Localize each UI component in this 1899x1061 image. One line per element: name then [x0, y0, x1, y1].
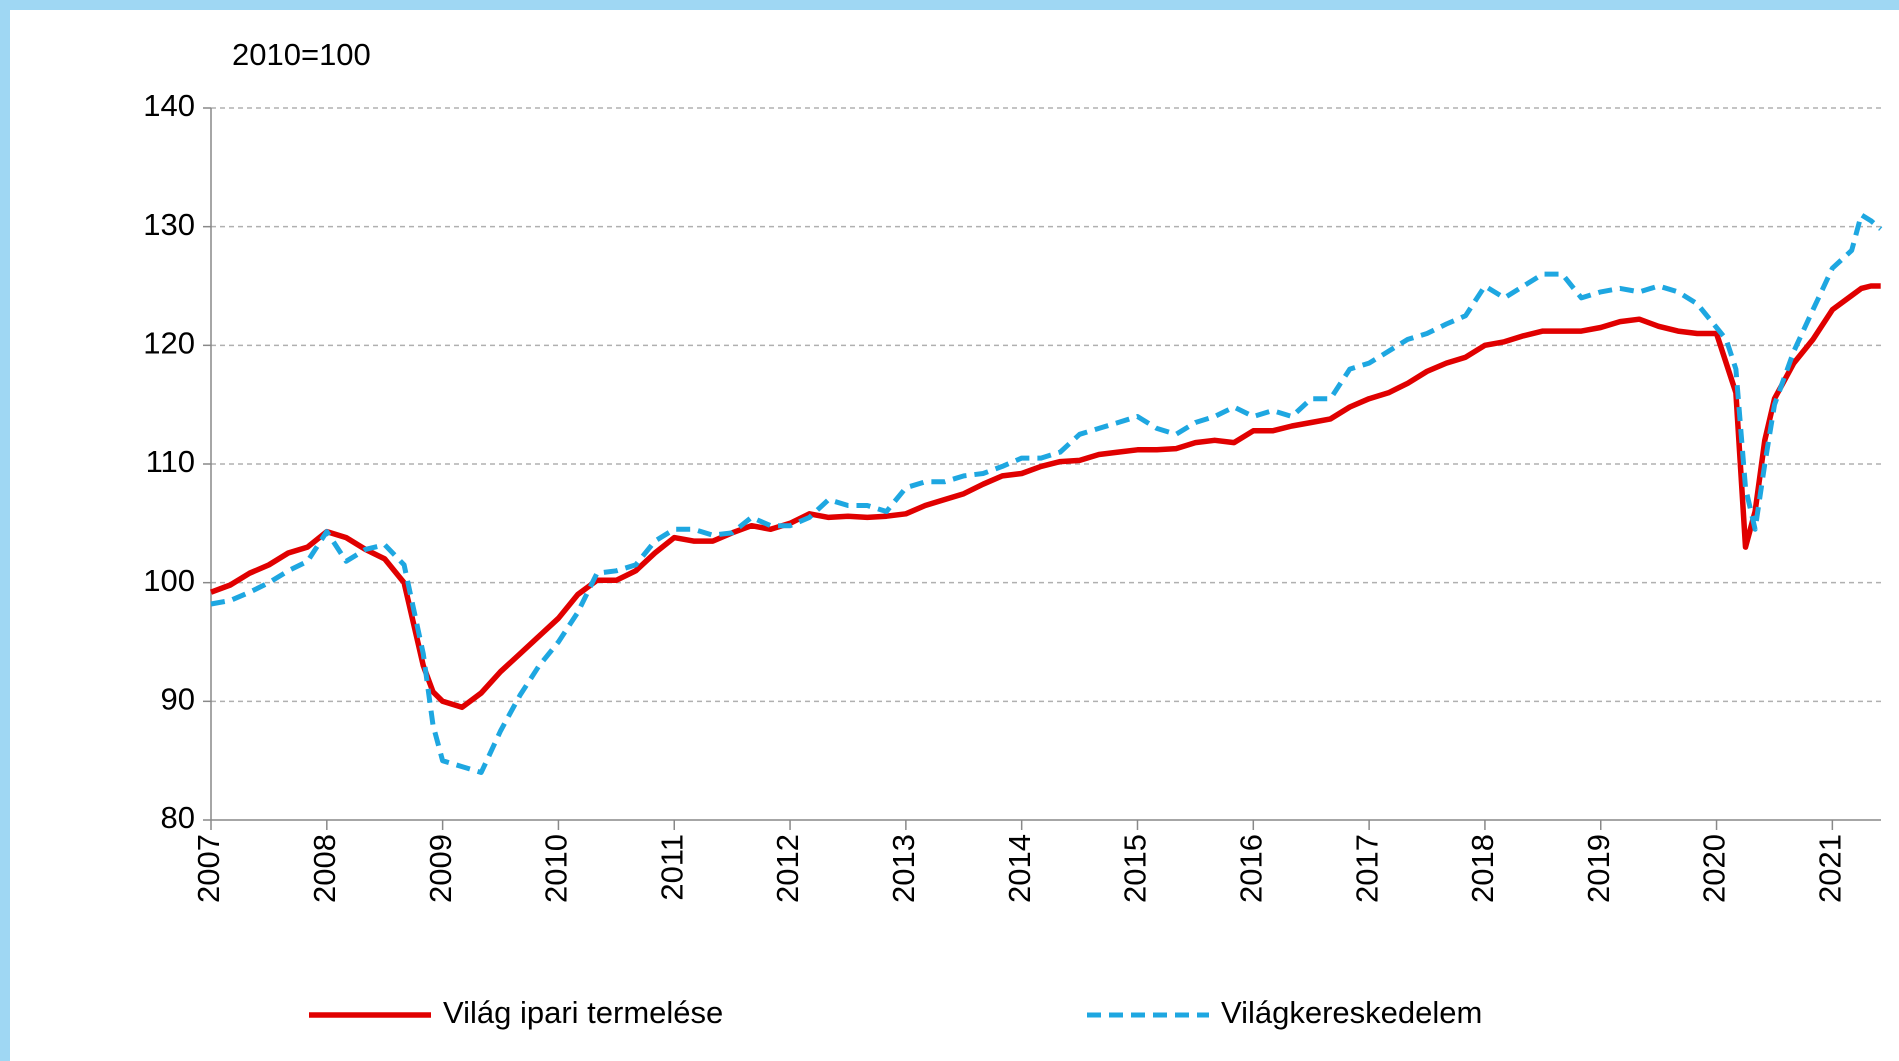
x-tick-label: 2018 [1465, 834, 1500, 903]
y-tick-label: 130 [143, 207, 195, 242]
y-axis-label: 2010=100 [232, 37, 371, 72]
x-tick-label: 2008 [307, 834, 342, 903]
x-tick-label: 2021 [1813, 834, 1848, 903]
x-tick-label: 2016 [1233, 834, 1268, 903]
x-tick-label: 2012 [770, 834, 805, 903]
legend-label: Világkereskedelem [1221, 995, 1482, 1030]
x-tick-label: 2019 [1581, 834, 1616, 903]
x-tick-label: 2011 [654, 834, 689, 901]
y-tick-label: 120 [143, 326, 195, 361]
y-tick-label: 90 [161, 682, 195, 717]
x-tick-label: 2015 [1118, 834, 1153, 903]
legend-label: Világ ipari termelése [443, 995, 723, 1030]
y-tick-label: 110 [146, 444, 195, 479]
series-line [210, 212, 1883, 775]
y-tick-label: 80 [161, 800, 195, 835]
series-line [210, 283, 1881, 711]
x-tick-label: 2010 [539, 834, 574, 903]
x-tick-label: 2013 [886, 834, 921, 903]
x-tick-label: 2009 [423, 834, 458, 903]
x-tick-label: 2007 [191, 834, 226, 903]
y-tick-label: 100 [143, 563, 195, 598]
x-tick-label: 2014 [1002, 834, 1037, 903]
y-tick-label: 140 [143, 88, 195, 123]
x-tick-label: 2020 [1697, 834, 1732, 903]
x-tick-label: 2017 [1349, 834, 1384, 903]
